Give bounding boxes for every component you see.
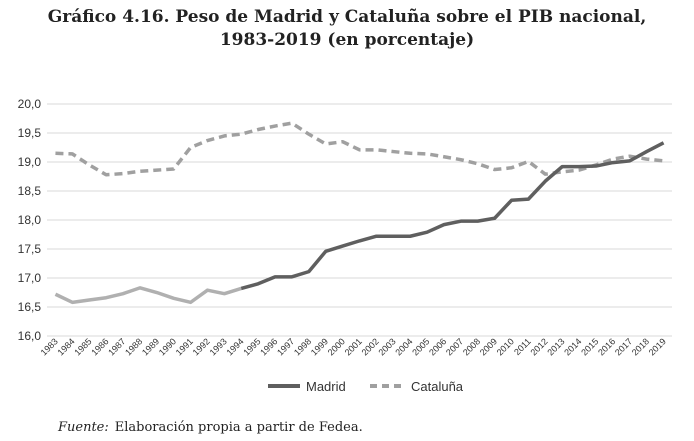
source-note: Fuente: Elaboración propia a partir de Fe… [58, 420, 363, 435]
x-tick-label: 2015 [579, 336, 600, 357]
y-tick-label: 18,5 [18, 184, 42, 198]
x-tick-label: 2009 [478, 336, 499, 357]
x-tick-label: 2007 [444, 336, 465, 357]
y-tick-label: 19,5 [18, 126, 42, 140]
x-tick-label: 2018 [630, 336, 651, 357]
x-tick-label: 1987 [106, 336, 127, 357]
y-tick-label: 19,0 [18, 155, 42, 169]
x-tick-label: 1990 [157, 336, 178, 357]
x-tick-label: 2003 [376, 336, 397, 357]
x-tick-label: 2000 [326, 336, 347, 357]
series-line-cataluna [55, 121, 664, 177]
y-tick-label: 20,0 [18, 97, 42, 111]
x-tick-label: 1996 [258, 336, 279, 357]
x-tick-label: 1995 [241, 336, 262, 357]
series-line-madrid-early [54, 286, 242, 305]
x-tick-label: 2013 [545, 336, 566, 357]
x-tick-label: 1998 [292, 336, 313, 357]
x-tick-label: 1989 [140, 336, 161, 357]
x-tick-label: 2010 [495, 336, 516, 357]
x-tick-label: 2005 [410, 336, 431, 357]
x-tick-label: 2012 [528, 336, 549, 357]
x-tick-label: 2004 [393, 336, 414, 357]
x-tick-label: 2006 [427, 336, 448, 357]
x-tick-label: 2016 [596, 336, 617, 357]
x-tick-label: 1999 [309, 336, 330, 357]
x-tick-label: 2008 [461, 336, 482, 357]
x-tick-label: 2001 [343, 336, 364, 357]
x-axis-ticks: 1983198419851986198719881989199019911992… [39, 336, 668, 357]
legend: Madrid Cataluña [268, 379, 464, 394]
y-tick-label: 18,0 [18, 213, 42, 227]
source-text: Elaboración propia a partir de Fedea. [114, 420, 363, 435]
source-label: Fuente: [58, 420, 109, 435]
chart-title-line-1: Gráfico 4.16. Peso de Madrid y Cataluña … [47, 7, 647, 27]
x-tick-label: 1985 [72, 336, 93, 357]
x-tick-label: 2011 [512, 336, 533, 357]
x-tick-label: 2002 [360, 336, 381, 357]
y-tick-label: 17,0 [18, 271, 42, 285]
x-tick-label: 1984 [56, 336, 77, 357]
series-lines [54, 121, 665, 305]
y-axis-ticks: 16,0 16,5 17,0 17,5 18,0 18,5 19,0 19,5 20,0 [18, 97, 42, 343]
legend-label-madrid: Madrid [306, 379, 346, 394]
y-tick-label: 16,0 [18, 329, 42, 343]
x-tick-label: 1993 [208, 336, 229, 357]
series-line-madrid [240, 141, 665, 291]
chart-title-line-2: 1983-2019 (en porcentaje) [219, 30, 475, 50]
y-tick-label: 17,5 [18, 242, 42, 256]
x-tick-label: 1986 [89, 336, 110, 357]
x-tick-label: 1991 [174, 336, 195, 357]
x-tick-label: 2014 [562, 336, 583, 357]
legend-label-cataluna: Cataluña [411, 379, 464, 394]
grid-lines [47, 103, 672, 337]
x-tick-label: 1988 [123, 336, 144, 357]
y-tick-label: 16,5 [18, 300, 42, 314]
x-tick-label: 1997 [275, 336, 296, 357]
x-tick-label: 1983 [39, 336, 60, 357]
x-tick-label: 1992 [191, 336, 212, 357]
chart-title: Gráfico 4.16. Peso de Madrid y Cataluña … [0, 6, 694, 52]
x-tick-label: 2019 [647, 336, 668, 357]
x-tick-label: 1994 [224, 336, 245, 357]
x-tick-label: 2017 [613, 336, 634, 357]
